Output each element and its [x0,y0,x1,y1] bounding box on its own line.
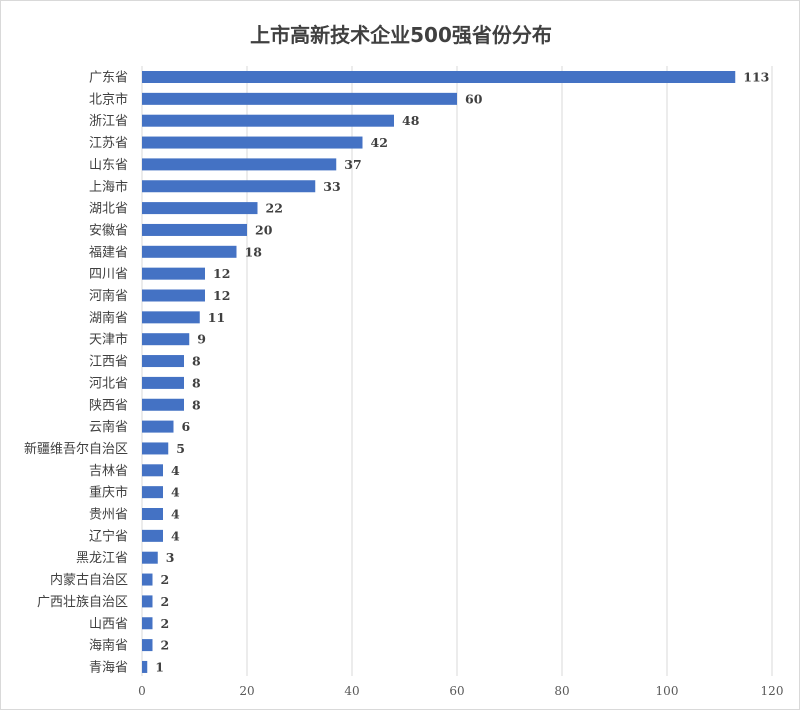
value-labels: 1136048423733222018121211988865444432222… [155,70,769,675]
data-label: 2 [161,572,170,587]
bar [142,311,200,324]
x-tick-label: 0 [138,684,146,698]
data-label: 12 [213,288,230,303]
bar [142,136,363,149]
category-label: 广西壮族自治区 [37,594,128,610]
data-label: 4 [171,507,180,522]
bar [142,442,169,455]
data-label: 11 [208,310,225,325]
bar [142,223,247,236]
data-label: 8 [192,354,201,369]
category-label: 山东省 [89,158,128,173]
data-label: 2 [161,638,170,653]
data-label: 12 [213,266,230,281]
data-label: 6 [182,419,191,434]
category-label: 陕西省 [89,398,128,413]
category-label: 湖北省 [89,202,128,217]
x-tick-label: 120 [761,684,784,698]
data-label: 9 [197,332,206,347]
data-label: 42 [371,135,388,150]
bars [142,71,736,673]
data-label: 22 [266,201,283,216]
x-tick-label: 60 [449,684,464,698]
category-label: 青海省 [89,660,128,675]
data-label: 20 [255,222,273,237]
data-label: 2 [161,616,170,631]
bar [142,202,258,215]
data-label: 8 [192,375,201,390]
data-label: 1 [155,659,164,674]
gridlines [141,66,773,676]
data-label: 48 [402,113,420,128]
x-tick-label: 20 [239,684,254,698]
data-label: 18 [245,244,263,259]
category-label: 四川省 [89,267,128,282]
category-label: 黑龙江省 [76,551,128,566]
category-label: 湖南省 [89,310,128,326]
data-label: 113 [743,70,769,85]
category-label: 河南省 [89,288,128,304]
bar [142,333,190,346]
data-label: 4 [171,485,180,500]
bar [142,289,205,302]
x-axis-ticks: 0 20 40 60 80 100 120 [138,684,783,698]
category-label: 上海市 [89,179,128,195]
data-label: 60 [465,91,483,106]
x-tick-label: 80 [554,684,569,698]
bar [142,660,148,673]
data-label: 8 [192,397,201,412]
bar [142,398,184,411]
category-label: 广东省 [89,71,128,86]
data-label: 2 [161,594,170,609]
category-label: 吉林省 [89,464,128,479]
data-label: 33 [323,179,340,194]
bar [142,71,736,83]
bar [142,158,337,171]
bar [142,486,163,499]
category-label: 浙江省 [89,114,128,129]
bar [142,508,163,520]
bar [142,355,184,368]
data-label: 4 [171,463,180,478]
data-label: 3 [166,550,175,565]
x-tick-label: 100 [656,684,679,698]
chart-title: 上市高新技术企业500强省份分布 [250,23,552,47]
category-label: 云南省 [89,419,128,435]
bar [142,376,184,389]
category-label: 河北省 [89,376,128,391]
category-label: 辽宁省 [89,528,128,544]
category-label: 山西省 [89,617,128,632]
category-label: 北京市 [89,91,128,107]
category-label: 天津市 [89,332,128,348]
category-label: 内蒙古自治区 [50,572,128,588]
category-label: 海南省 [89,638,128,654]
x-tick-label: 40 [344,684,359,698]
bar [142,114,394,127]
bar [142,529,163,542]
category-label: 江苏省 [89,135,128,151]
data-label: 37 [344,157,361,172]
data-label: 4 [171,528,180,543]
category-label: 福建省 [89,245,128,260]
bar [142,464,163,477]
bar [142,92,457,105]
bar [142,267,205,280]
bar [142,551,158,564]
category-label: 江西省 [89,355,128,370]
category-label: 新疆维吾尔自治区 [24,441,128,457]
category-labels: 广东省北京市浙江省江苏省山东省上海市湖北省安徽省福建省四川省河南省湖南省天津市江… [24,71,128,676]
bar [142,617,153,630]
bar [142,595,153,608]
category-label: 安徽省 [89,223,128,238]
bar [142,180,316,193]
category-label: 贵州省 [89,508,128,523]
bar [142,420,174,433]
category-label: 重庆市 [89,485,128,501]
bar [142,639,153,652]
data-label: 5 [176,441,185,456]
bar [142,573,153,586]
bar [142,245,237,258]
